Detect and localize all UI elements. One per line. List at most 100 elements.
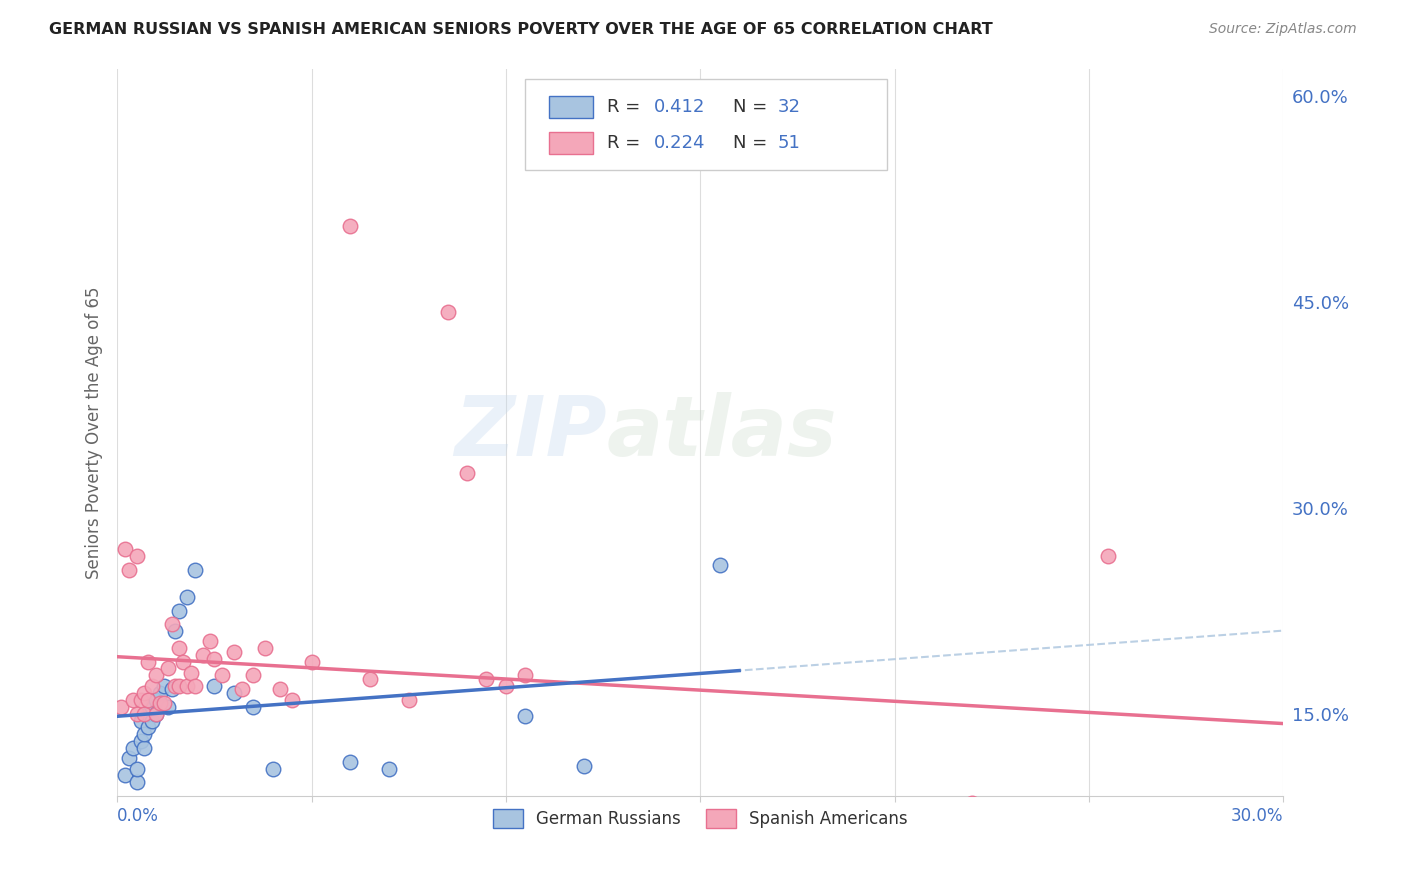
Point [121, 693, 143, 707]
Point [153, 679, 176, 693]
Point [436, 304, 458, 318]
Point [339, 755, 361, 769]
Point [153, 696, 176, 710]
Point [134, 686, 156, 700]
Point [202, 652, 225, 666]
Point [806, 830, 828, 845]
Point [475, 673, 498, 687]
Point [129, 693, 152, 707]
Point [262, 762, 284, 776]
Point [301, 655, 323, 669]
Point [222, 686, 245, 700]
Point [136, 721, 159, 735]
Point [191, 648, 214, 662]
Point [184, 563, 207, 577]
Point [149, 696, 172, 710]
Point [169, 604, 191, 618]
Bar [548, 96, 593, 118]
Point [165, 679, 187, 693]
Point [176, 679, 198, 693]
Bar [548, 132, 593, 153]
Point [145, 706, 167, 721]
Point [281, 693, 304, 707]
Text: N =: N = [733, 98, 773, 116]
Text: 32: 32 [778, 98, 800, 116]
Point [253, 640, 276, 655]
Point [1156, 819, 1178, 833]
Text: GERMAN RUSSIAN VS SPANISH AMERICAN SENIORS POVERTY OVER THE AGE OF 65 CORRELATIO: GERMAN RUSSIAN VS SPANISH AMERICAN SENIO… [49, 22, 993, 37]
Point [141, 714, 163, 728]
Text: 51: 51 [778, 134, 800, 152]
Point [145, 668, 167, 682]
Point [176, 590, 198, 604]
Point [456, 467, 478, 481]
Point [125, 549, 148, 563]
Point [125, 706, 148, 721]
Text: 0.224: 0.224 [654, 134, 706, 152]
Point [129, 734, 152, 748]
Point [172, 655, 194, 669]
Point [134, 706, 156, 721]
Point [129, 714, 152, 728]
Text: N =: N = [733, 134, 773, 152]
Point [145, 706, 167, 721]
Point [136, 655, 159, 669]
Point [136, 706, 159, 721]
Point [184, 679, 207, 693]
Point [156, 661, 179, 675]
Point [211, 668, 233, 682]
Point [160, 681, 183, 696]
Point [134, 727, 156, 741]
Point [134, 741, 156, 756]
Point [114, 541, 136, 556]
Point [359, 673, 381, 687]
Y-axis label: Seniors Poverty Over the Age of 65: Seniors Poverty Over the Age of 65 [86, 286, 103, 579]
Point [169, 640, 191, 655]
Point [242, 668, 264, 682]
Point [125, 775, 148, 789]
Text: 0.412: 0.412 [654, 98, 704, 116]
Point [495, 679, 517, 693]
Point [149, 686, 172, 700]
Point [515, 709, 537, 723]
Text: atlas: atlas [607, 392, 838, 473]
Point [339, 219, 361, 234]
Point [1097, 549, 1119, 563]
Point [118, 563, 141, 577]
Text: 0.0%: 0.0% [117, 807, 159, 825]
Point [141, 679, 163, 693]
Point [269, 681, 291, 696]
Point [709, 558, 731, 573]
Point [370, 830, 392, 845]
Point [242, 699, 264, 714]
Text: ZIP: ZIP [454, 392, 607, 473]
Point [222, 645, 245, 659]
Point [515, 668, 537, 682]
Point [160, 617, 183, 632]
Text: Source: ZipAtlas.com: Source: ZipAtlas.com [1209, 22, 1357, 37]
Point [145, 693, 167, 707]
Point [418, 816, 440, 830]
Point [319, 803, 342, 817]
Point [165, 624, 187, 639]
Point [572, 759, 595, 773]
Point [962, 796, 984, 810]
Text: R =: R = [607, 134, 645, 152]
Point [136, 693, 159, 707]
Legend: German Russians, Spanish Americans: German Russians, Spanish Americans [486, 803, 914, 835]
Point [125, 762, 148, 776]
Point [398, 693, 420, 707]
Point [121, 741, 143, 756]
Point [118, 750, 141, 764]
Point [156, 699, 179, 714]
Point [202, 679, 225, 693]
FancyBboxPatch shape [526, 79, 887, 170]
Text: 30.0%: 30.0% [1230, 807, 1284, 825]
Point [110, 699, 132, 714]
Point [141, 699, 163, 714]
Point [231, 681, 253, 696]
Point [378, 762, 401, 776]
Point [114, 768, 136, 782]
Text: R =: R = [607, 98, 645, 116]
Point [200, 634, 222, 648]
